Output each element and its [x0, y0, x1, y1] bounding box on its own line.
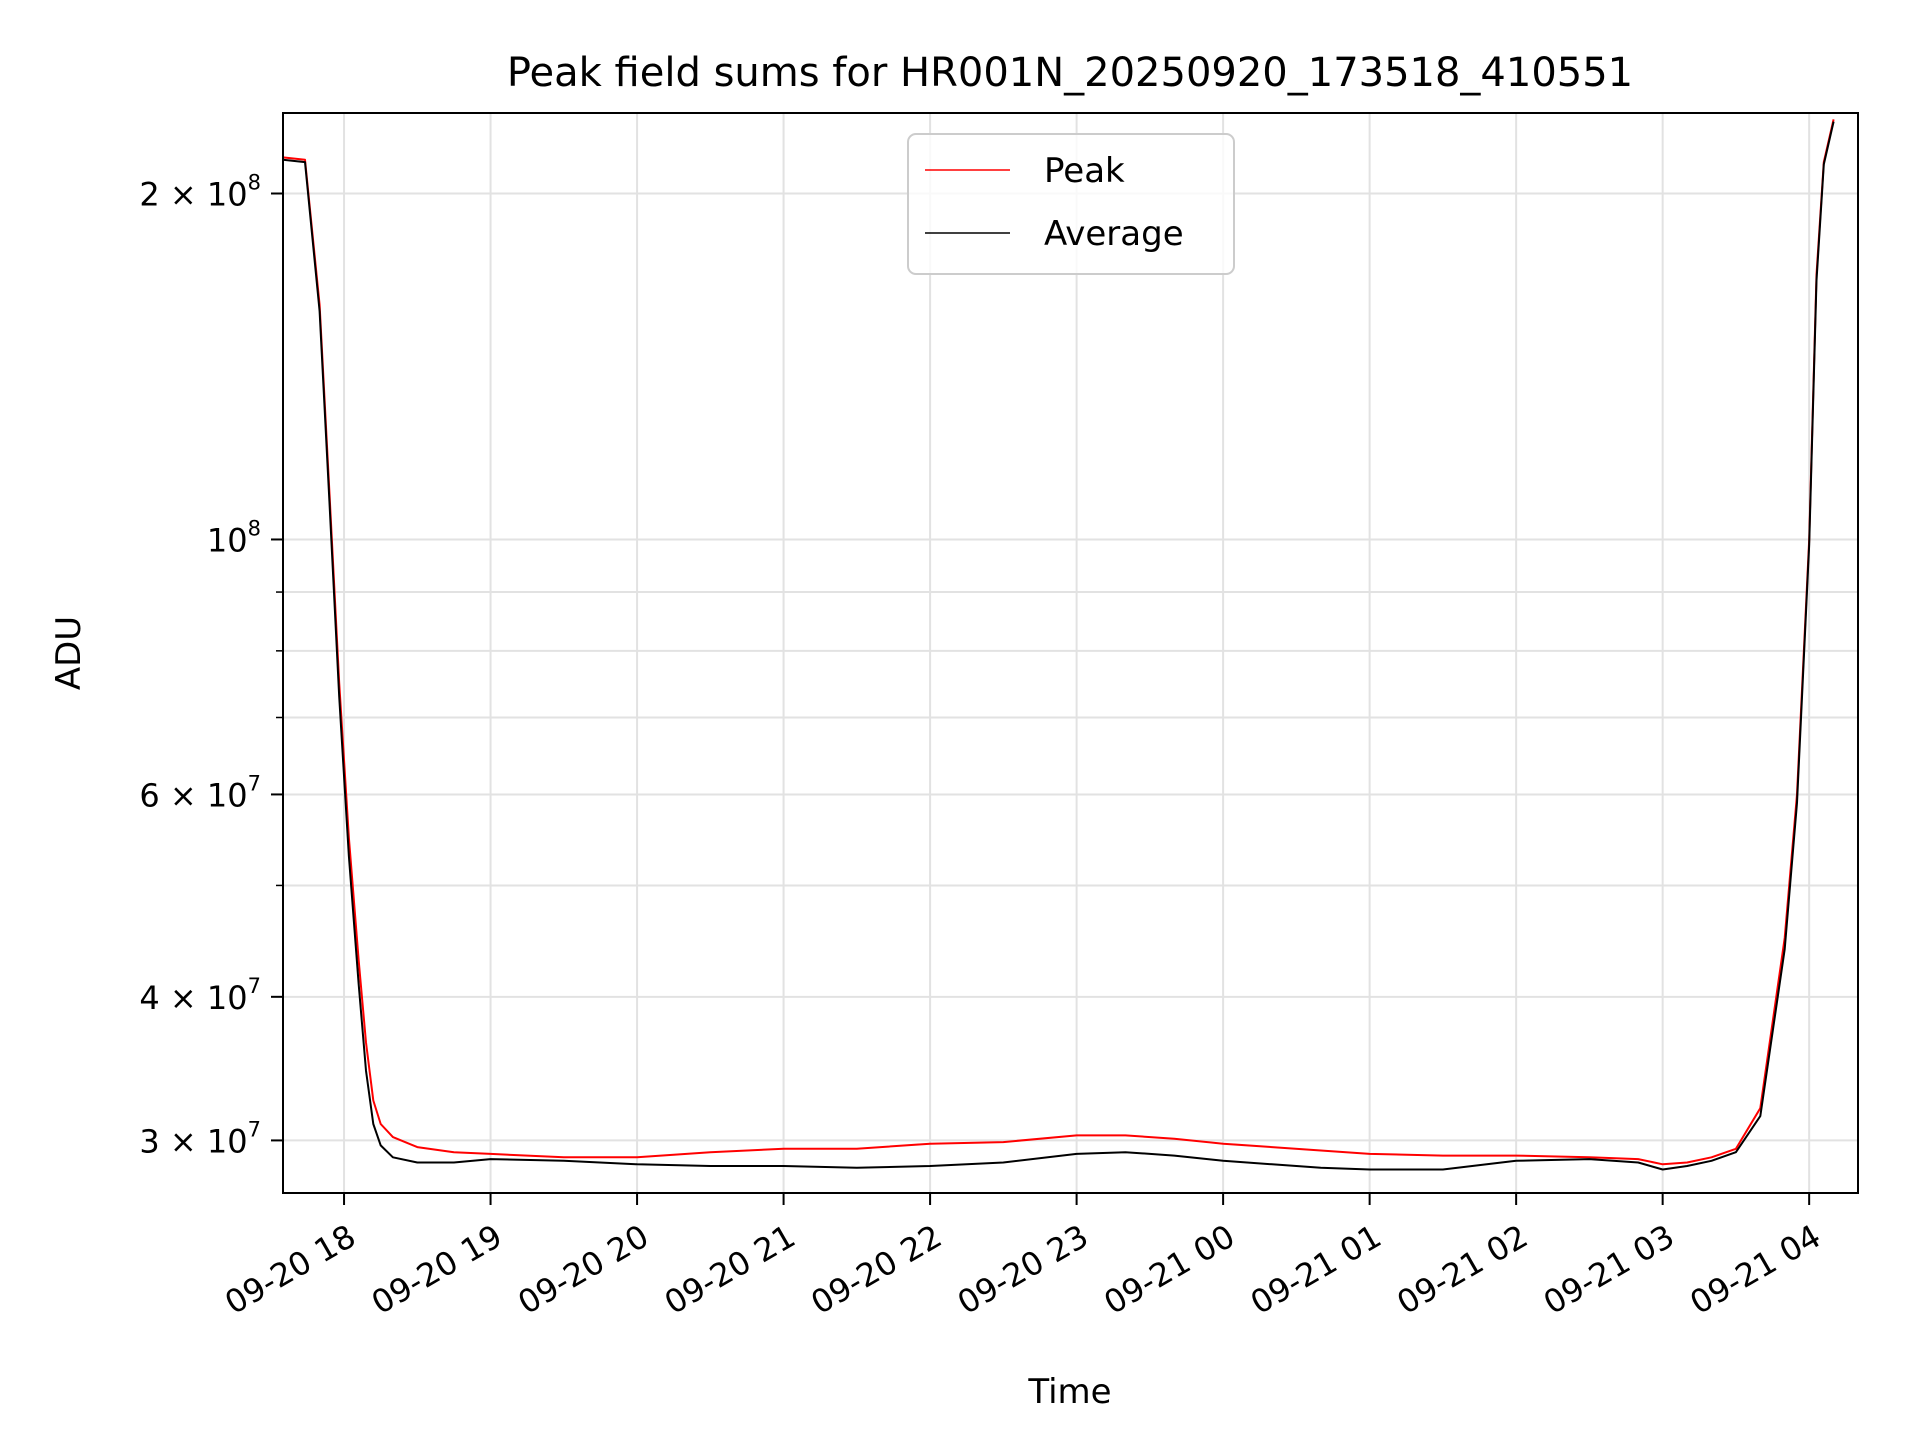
series-lines [282, 119, 1835, 1171]
y-tick-label: 108 [207, 516, 261, 559]
y-tick-label: 4 × 107 [139, 974, 261, 1017]
y-tick-label: 2 × 108 [139, 170, 261, 213]
y-tick-label: 6 × 107 [139, 771, 261, 814]
chart-title: Peak field sums for HR001N_20250920_1735… [507, 50, 1633, 96]
y-axis-ticks: 3 × 107 4 × 107 6 × 107 108 2 × 108 [139, 170, 283, 1160]
legend-box [907, 133, 1235, 275]
plot-frame [282, 112, 1859, 1194]
y-tick-label: 3 × 107 [139, 1117, 261, 1160]
legend: Peak Average [907, 133, 1235, 275]
x-axis-label: Time [1027, 1372, 1111, 1412]
legend-label-average: Average [1044, 214, 1184, 254]
grid [283, 113, 1858, 1193]
legend-label-peak: Peak [1044, 151, 1125, 191]
y-axis-label: ADU [49, 616, 89, 690]
series-line-peak [282, 119, 1835, 1166]
series-line-average [282, 121, 1835, 1171]
